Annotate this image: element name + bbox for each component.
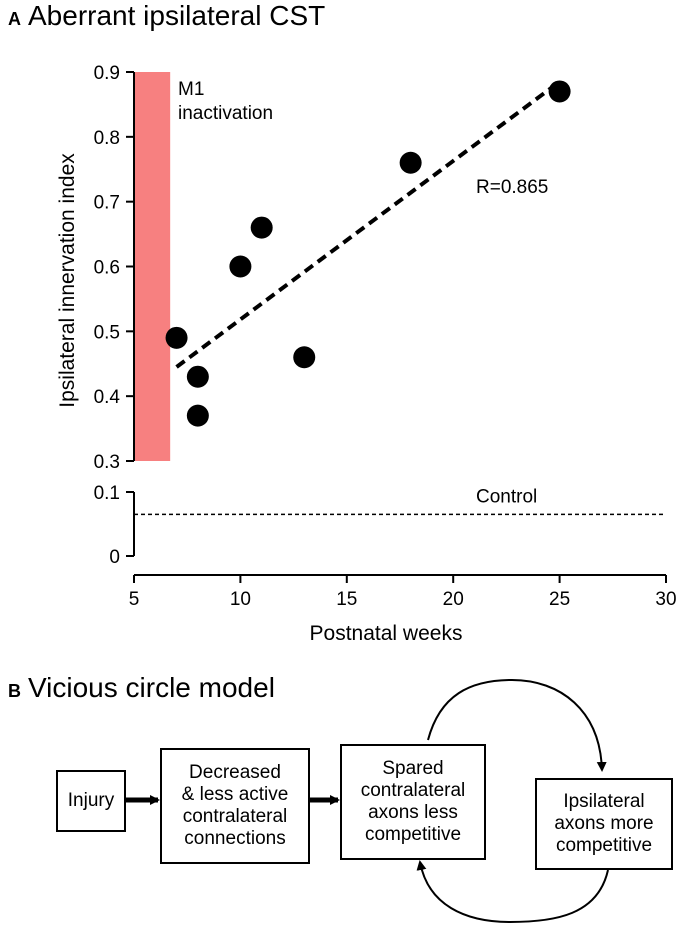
data-point [165, 326, 188, 349]
y-tick-label-upper: 0.5 [94, 322, 120, 343]
arrow-ipsilateral-to-spared [416, 860, 609, 924]
data-point [293, 346, 316, 369]
panel-a-letter: A [8, 9, 21, 29]
panel-b-title: Vicious circle model [28, 672, 275, 703]
inactivation-label: inactivation [178, 103, 273, 124]
y-tick-label-upper: 0.8 [94, 128, 120, 149]
x-tick-label: 30 [655, 589, 676, 610]
data-point [399, 151, 422, 174]
node-injury: Injury [56, 770, 126, 832]
node-decreased-connections: Decreased & less active contralateral co… [160, 748, 310, 864]
y-tick-label-lower: 0.1 [94, 483, 120, 504]
node-ipsilateral-axons: Ipsilateral axons more competitive [535, 778, 673, 870]
data-point [250, 216, 273, 239]
scatter-chart: M1 inactivation 0.3 0.4 0.5 0.6 0.7 0.8 0.9 0 0.1 5… [56, 63, 677, 645]
x-tick-label: 10 [230, 589, 251, 610]
y-tick-label-upper: 0.9 [94, 63, 120, 84]
m1-label: M1 [178, 79, 204, 100]
y-axis-title: Ipsilateral innervation index [56, 153, 79, 408]
r-value-label: R=0.865 [476, 177, 548, 198]
control-label: Control [476, 486, 537, 507]
y-tick-label-upper: 0.6 [94, 258, 120, 279]
y-tick-label-upper: 0.4 [94, 387, 121, 408]
data-point [186, 365, 209, 388]
x-tick-label: 25 [549, 589, 570, 610]
y-tick-label-upper: 0.7 [94, 193, 120, 214]
data-point [229, 255, 252, 278]
data-point [548, 80, 571, 103]
diagram-arrows [124, 678, 609, 924]
panel-b-letter: B [8, 681, 21, 701]
x-tick-label: 15 [336, 589, 357, 610]
y-tick-label-lower: 0 [109, 547, 120, 568]
node-spared-contralateral: Spared contralateral axons less competit… [340, 744, 486, 860]
data-point [186, 404, 209, 427]
m1-inactivation-band [134, 72, 171, 461]
panel-a-title: Aberrant ipsilateral CST [28, 0, 326, 31]
x-tick-label: 5 [129, 589, 140, 610]
x-tick-label: 20 [443, 589, 464, 610]
arrow-spared-to-ipsilateral [427, 678, 607, 772]
regression-line [175, 80, 561, 369]
y-tick-label-upper: 0.3 [94, 452, 120, 473]
x-axis-title: Postnatal weeks [310, 622, 463, 645]
